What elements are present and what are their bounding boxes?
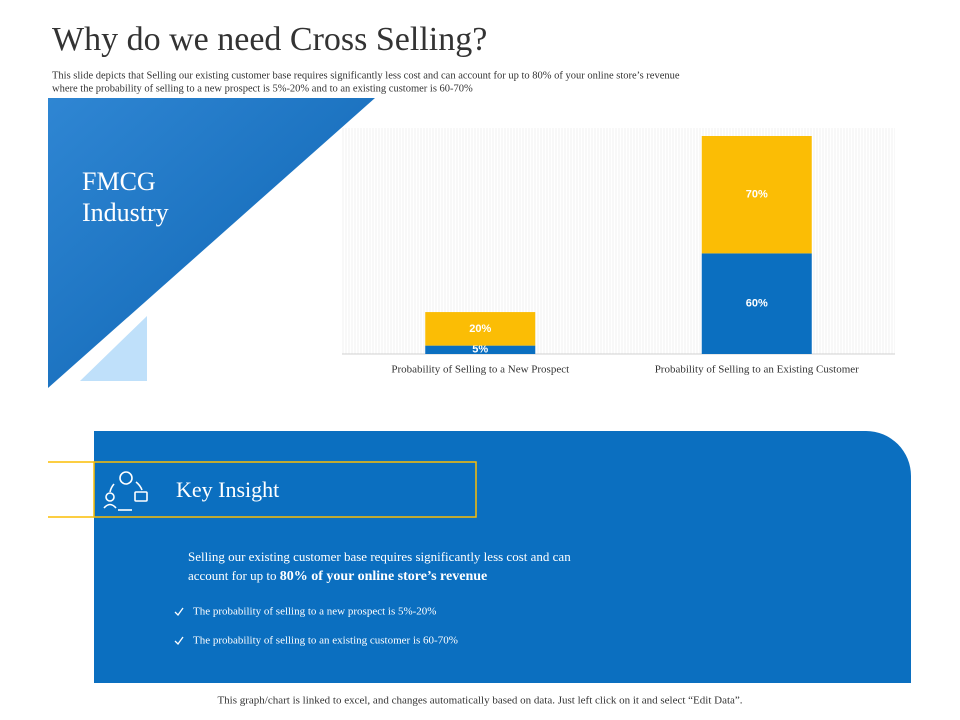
- value-label: 60%: [746, 298, 768, 310]
- bar-segment: [701, 136, 812, 254]
- value-label: 70%: [746, 189, 768, 201]
- check: [174, 636, 184, 646]
- accent-triangle: [80, 316, 147, 381]
- insight-emphasis: 80% of your online store’s revenue: [280, 569, 488, 584]
- side-label: Industry: [82, 198, 169, 227]
- bar-segment: [425, 312, 536, 346]
- side-label: FMCG: [82, 167, 156, 196]
- bar-segment: [425, 345, 536, 354]
- bullet: The probability of selling to a new pros…: [193, 606, 436, 618]
- value-label: 5%: [472, 344, 488, 356]
- insight-icon: [103, 471, 148, 511]
- bullet: The probability of selling to an existin…: [193, 635, 458, 647]
- insight-text: account for up to 80% of your online sto…: [188, 568, 487, 584]
- x-tick-label: Probability of Selling to an Existing Cu…: [655, 364, 859, 376]
- bar-segment: [701, 253, 812, 354]
- insight-panel: [94, 431, 911, 683]
- plot-area: [342, 128, 895, 354]
- subtitle: This slide depicts that Selling our exis…: [52, 70, 680, 81]
- footer: This graph/chart is linked to excel, and…: [217, 695, 742, 707]
- insight-text: Selling our existing customer base requi…: [188, 549, 571, 564]
- image-triangle: [48, 98, 375, 388]
- title: Why do we need Cross Selling?: [52, 21, 487, 58]
- insight-title: Key Insight: [176, 477, 279, 502]
- check: [174, 607, 184, 617]
- value-label: 20%: [469, 323, 491, 335]
- insight-text: account for up to: [188, 568, 276, 583]
- insight-box: [93, 461, 477, 518]
- x-tick-label: Probability of Selling to a New Prospect: [391, 364, 569, 376]
- subtitle: where the probability of selling to a ne…: [52, 83, 473, 94]
- bars: 5% 20% Probability of Selling to a New Pro…: [391, 136, 859, 376]
